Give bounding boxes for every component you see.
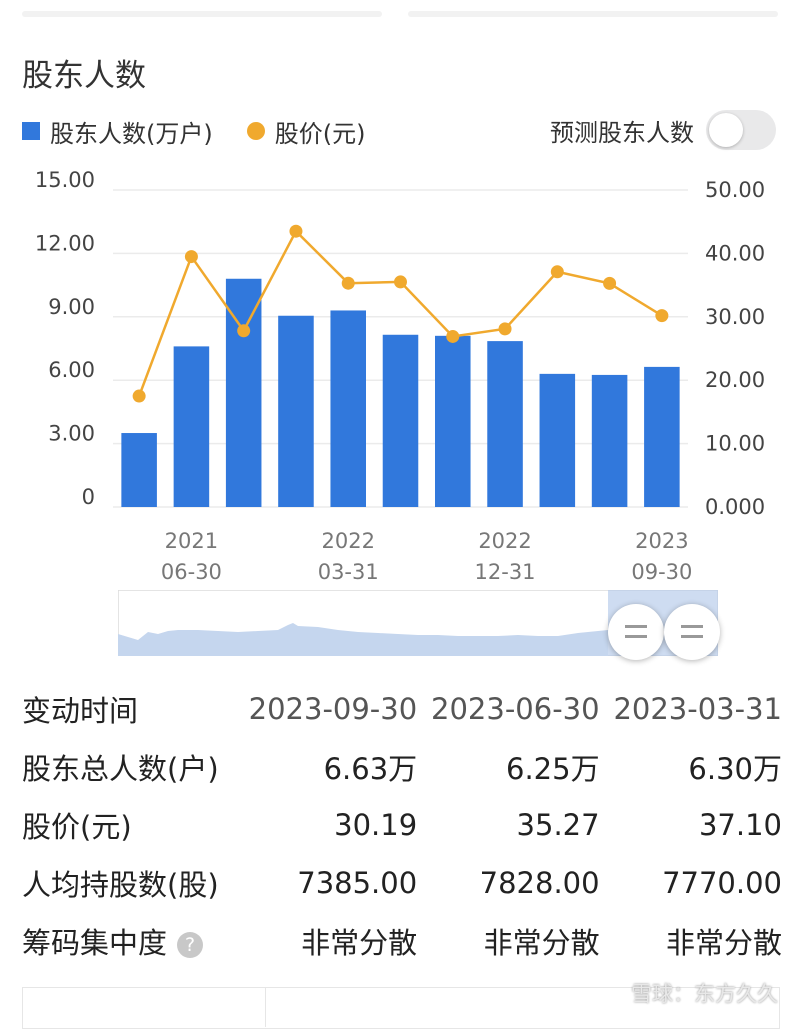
bar bbox=[487, 341, 523, 507]
table-cell: 6.30万 bbox=[688, 752, 782, 786]
bar bbox=[173, 346, 210, 507]
table-cell: 7828.00 bbox=[479, 866, 600, 900]
price-point bbox=[237, 324, 251, 338]
table-cell: 35.27 bbox=[516, 808, 600, 842]
price-point bbox=[184, 250, 198, 264]
table-cell: 非常分散 bbox=[301, 926, 418, 960]
x-tick-label: 2021 bbox=[165, 529, 218, 553]
price-point bbox=[446, 329, 460, 343]
x-tick-label: 2022 bbox=[322, 529, 375, 553]
row-label: 股价(元) bbox=[22, 810, 132, 844]
row-label-with-help: 筹码集中度? bbox=[22, 912, 235, 970]
bar-swatch-icon bbox=[22, 122, 40, 140]
chart-legend: 股东人数(万户) 股价(元) bbox=[22, 114, 399, 148]
y-right-tick-label: 50.00 bbox=[705, 178, 765, 202]
table-row-price: 股价(元) 30.19 35.27 37.10 bbox=[22, 796, 782, 854]
bar bbox=[435, 335, 471, 507]
table-cell: 6.25万 bbox=[506, 752, 600, 786]
table-row-concentration: 筹码集中度? 非常分散 非常分散 非常分散 bbox=[22, 912, 782, 970]
bar bbox=[644, 366, 680, 507]
legend-holders-label: 股东人数(万户) bbox=[50, 119, 213, 148]
header-label: 变动时间 bbox=[22, 694, 139, 728]
table-cell: 非常分散 bbox=[665, 926, 782, 960]
header-date: 2023-03-31 bbox=[613, 692, 782, 726]
bar bbox=[539, 373, 576, 507]
table-cell: 非常分散 bbox=[483, 926, 600, 960]
line-swatch-icon bbox=[246, 122, 265, 140]
price-point bbox=[498, 322, 512, 336]
legend-item-holders[interactable]: 股东人数(万户) bbox=[22, 114, 213, 149]
legend-price-label: 股价(元) bbox=[274, 119, 366, 148]
holders-price-chart: 0 3.00 6.00 9.00 12.00 15.00 0.000 10.00 20.00 30… bbox=[35, 168, 765, 584]
watermark: 雪球：东方久久 bbox=[631, 982, 778, 1006]
table-cell: 6.63万 bbox=[323, 752, 418, 786]
y-left-tick-label: 3.00 bbox=[48, 422, 95, 446]
x-tick-label: 06-30 bbox=[161, 560, 222, 584]
price-point bbox=[550, 265, 564, 279]
y-left-tick-label: 12.00 bbox=[35, 231, 95, 255]
bar bbox=[591, 374, 628, 507]
table-cell: 37.10 bbox=[698, 808, 782, 842]
section-title: 股东人数 bbox=[22, 58, 146, 94]
predict-toggle[interactable] bbox=[706, 110, 776, 150]
y-right-tick-label: 20.00 bbox=[705, 368, 765, 392]
table-cell: 7385.00 bbox=[297, 866, 418, 900]
price-point bbox=[655, 309, 669, 323]
y-right-tick-label: 30.00 bbox=[705, 305, 765, 329]
table-row-avg-shares: 人均持股数(股) 7385.00 7828.00 7770.00 bbox=[22, 854, 782, 912]
bottom-panel-divider bbox=[265, 987, 266, 1027]
toggle-knob bbox=[709, 113, 743, 147]
range-handle-left[interactable] bbox=[608, 604, 664, 660]
bar bbox=[330, 310, 366, 507]
range-handle-right[interactable] bbox=[664, 604, 720, 660]
x-tick-label: 12-31 bbox=[475, 560, 536, 584]
y-right-tick-label: 0.000 bbox=[705, 495, 765, 519]
row-label: 筹码集中度 bbox=[22, 926, 168, 960]
y-left-tick-label: 6.00 bbox=[48, 358, 95, 382]
bar bbox=[121, 433, 157, 507]
table-cell: 7770.00 bbox=[662, 866, 782, 900]
top-tab-bar bbox=[0, 0, 800, 20]
row-label: 股东总人数(户) bbox=[22, 752, 219, 786]
y-right-tick-label: 40.00 bbox=[705, 241, 765, 265]
header-date: 2023-06-30 bbox=[431, 692, 600, 726]
header-date: 2023-09-30 bbox=[248, 692, 418, 726]
bar bbox=[382, 334, 419, 507]
price-point bbox=[603, 276, 617, 290]
price-point bbox=[341, 276, 355, 290]
y-left-tick-label: 15.00 bbox=[35, 168, 95, 192]
row-label: 人均持股数(股) bbox=[22, 868, 219, 902]
price-point bbox=[289, 224, 303, 238]
predict-label: 预测股东人数 bbox=[550, 118, 694, 147]
help-icon[interactable]: ? bbox=[177, 932, 204, 958]
table-row-total-holders: 股东总人数(户) 6.63万 6.25万 6.30万 bbox=[22, 738, 782, 796]
table-header-row: 变动时间 2023-09-30 2023-06-30 2023-03-31 bbox=[22, 680, 782, 738]
x-tick-label: 2022 bbox=[478, 529, 531, 553]
tab-indicator-right[interactable] bbox=[408, 11, 778, 17]
x-tick-label: 09-30 bbox=[631, 560, 692, 584]
x-tick-label: 2023 bbox=[635, 529, 688, 553]
y-right-tick-label: 10.00 bbox=[705, 432, 765, 456]
price-point bbox=[132, 389, 146, 403]
price-point bbox=[394, 275, 407, 289]
y-left-tick-label: 9.00 bbox=[48, 295, 95, 319]
legend-item-price[interactable]: 股价(元) bbox=[246, 114, 366, 149]
bar bbox=[225, 278, 262, 507]
holder-stats-table: 变动时间 2023-09-30 2023-06-30 2023-03-31 股东… bbox=[22, 680, 782, 970]
y-left-tick-label: 0 bbox=[82, 485, 95, 509]
x-tick-label: 03-31 bbox=[318, 560, 379, 584]
table-cell: 30.19 bbox=[334, 808, 418, 842]
predict-holders-control: 预测股东人数 bbox=[550, 110, 776, 150]
bar bbox=[278, 315, 314, 507]
tab-indicator-left[interactable] bbox=[22, 11, 382, 17]
